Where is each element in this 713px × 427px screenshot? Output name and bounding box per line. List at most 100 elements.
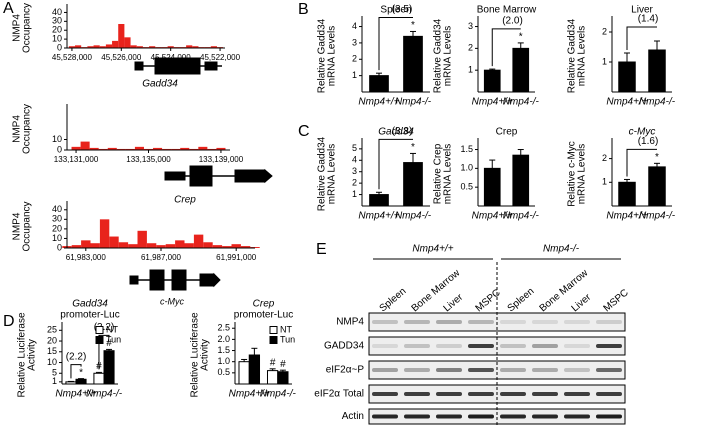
significance-marker: * — [655, 152, 659, 163]
panel-label: C — [298, 123, 310, 140]
bar — [75, 378, 87, 385]
blot-band — [532, 368, 558, 372]
y-tick-label: 2.5 — [217, 323, 230, 333]
gene-label: Gadd34 — [142, 79, 178, 90]
chart-title: Crep — [496, 127, 518, 138]
y-axis-label: mRNA Levels — [327, 26, 338, 87]
chart-title: Crep — [253, 299, 275, 310]
occupancy-bar — [89, 147, 99, 150]
bar — [103, 350, 115, 385]
y-tick-label: 1 — [352, 189, 357, 199]
y-tick-label: 10 — [52, 233, 62, 243]
bar — [648, 166, 666, 207]
occupancy-bar — [71, 146, 81, 150]
occupancy-bar — [137, 230, 147, 248]
y-tick-label: 10 — [52, 134, 62, 144]
x-tick-label: Nmp4-/- — [503, 97, 540, 108]
bar — [483, 69, 501, 93]
lane-label: MSPC — [602, 287, 631, 314]
y-axis-label: Activity — [200, 339, 211, 371]
bar — [369, 194, 389, 207]
row-label: eIF2α~P — [326, 365, 365, 376]
significance-marker: # — [106, 338, 112, 349]
panel-label: A — [3, 0, 14, 17]
y-axis-label: NMP4 — [12, 212, 23, 240]
fold-change: (2.2) — [66, 351, 87, 362]
blot-band — [500, 392, 526, 396]
significance-marker: # — [270, 357, 276, 368]
blot-band — [372, 368, 398, 372]
y-tick-label: 20 — [52, 223, 62, 233]
chart-title: Spleen — [380, 5, 411, 16]
group-label: Nmp4-/- — [543, 244, 580, 255]
x-tick-label: Nmp4+/+ — [472, 211, 513, 222]
legend-label: Tun — [106, 334, 121, 344]
y-tick-label: 40 — [52, 204, 62, 214]
y-tick-label: 1.0 — [460, 163, 473, 173]
y-axis-label: Relative Gadd34 — [567, 18, 578, 93]
occupancy-bar — [240, 246, 251, 248]
y-tick-label: 2 — [602, 153, 607, 163]
y-tick-label: 1 — [602, 56, 607, 66]
y-tick-label: 4 — [352, 21, 357, 31]
y-tick-label: 2 — [468, 43, 473, 53]
occupancy-bar — [118, 24, 125, 48]
legend-swatch — [269, 336, 278, 344]
y-axis-label: Occupancy — [22, 3, 33, 53]
x-tick-label: 45,524,000 — [151, 53, 192, 62]
row-label: eIF2α Total — [314, 389, 364, 400]
group-label: Nmp4+/+ — [412, 244, 453, 255]
y-axis-label: mRNA Levels — [443, 144, 454, 205]
occupancy-bar — [124, 37, 131, 48]
y-tick-label: 1 — [602, 177, 607, 187]
blot-band — [596, 392, 622, 396]
occupancy-bar — [180, 147, 190, 150]
x-tick-label: 45,528,000 — [52, 53, 93, 62]
blot-band — [500, 320, 526, 324]
blot-band — [564, 392, 590, 396]
x-tick-label: 61,983,000 — [66, 253, 107, 262]
y-axis-label: Relative Gadd34 — [317, 136, 328, 211]
x-tick-label: Nmp4-/- — [86, 389, 123, 400]
occupancy-bar — [193, 234, 204, 248]
lane-label: Liver — [570, 292, 594, 315]
bar — [618, 61, 636, 93]
bracket — [491, 28, 521, 67]
gene-label: c-Myc — [160, 296, 184, 306]
panel-label: E — [316, 241, 327, 258]
y-tick-label: 3 — [468, 21, 473, 31]
blot-band — [468, 320, 494, 324]
y-axis-label: mRNA Levels — [577, 26, 588, 87]
lane-label: MSPC — [474, 287, 503, 314]
x-tick-label: Nmp4+/+ — [472, 97, 513, 108]
chart-title: Gadd34 — [72, 299, 108, 310]
fold-change: (1.6) — [638, 136, 659, 147]
y-tick-label: 5 — [52, 368, 57, 378]
x-tick-label: 45,526,000 — [101, 53, 142, 62]
occupancy-bar — [203, 242, 213, 248]
y-axis-label: Occupancy — [22, 201, 33, 251]
occupancy-bar — [143, 148, 154, 150]
x-tick-label: 61,991,000 — [216, 253, 257, 262]
bar — [248, 354, 261, 385]
y-axis-label: Activity — [27, 339, 38, 371]
bracket — [378, 138, 413, 190]
y-tick-label: 30 — [52, 214, 62, 224]
y-axis-label: Relative Crep — [433, 143, 444, 204]
blot-band — [372, 414, 398, 419]
bar — [512, 47, 530, 93]
bracket — [98, 334, 110, 370]
significance-marker: # — [280, 359, 286, 370]
x-tick-label: Nmp4+/+ — [358, 97, 399, 108]
blot-band — [596, 414, 622, 419]
occupancy-bar — [146, 243, 157, 248]
occupancy-bar — [90, 243, 100, 248]
y-tick-label: 2 — [602, 26, 607, 36]
blot-band — [404, 368, 430, 372]
gene-model — [129, 57, 273, 291]
bar — [618, 181, 636, 207]
blot-band — [596, 344, 622, 348]
lane-label: Spleen — [378, 286, 409, 314]
bar — [369, 75, 389, 93]
